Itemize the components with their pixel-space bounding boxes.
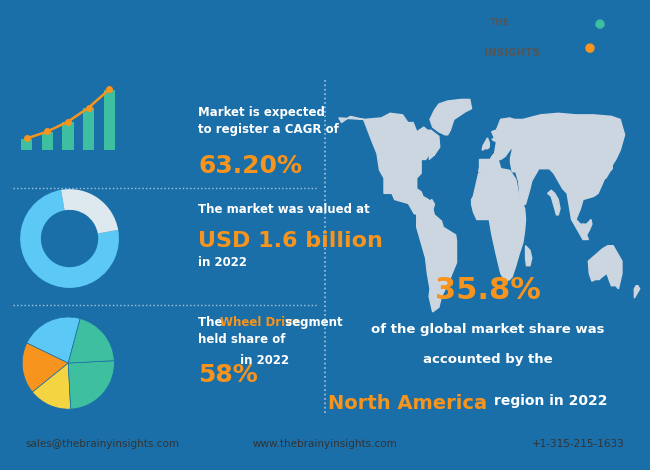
Bar xyxy=(83,109,94,150)
Polygon shape xyxy=(510,113,625,219)
Polygon shape xyxy=(634,286,640,298)
Circle shape xyxy=(577,23,587,33)
Polygon shape xyxy=(548,190,560,215)
Bar xyxy=(0,0,650,8)
Circle shape xyxy=(582,14,590,22)
Bar xyxy=(42,132,53,150)
Text: www.thebrainyinsights.com: www.thebrainyinsights.com xyxy=(253,439,397,449)
Circle shape xyxy=(586,44,594,52)
Polygon shape xyxy=(603,161,612,180)
Circle shape xyxy=(558,39,566,47)
Text: HUMANOID ROBOT MARKET: HUMANOID ROBOT MARKET xyxy=(22,24,454,52)
Polygon shape xyxy=(583,219,592,235)
Circle shape xyxy=(564,30,580,46)
Circle shape xyxy=(563,11,577,25)
Polygon shape xyxy=(406,201,421,215)
Text: The market was valued at: The market was valued at xyxy=(198,203,370,216)
Wedge shape xyxy=(68,360,114,409)
Circle shape xyxy=(556,50,564,58)
Text: THE: THE xyxy=(490,18,510,27)
Wedge shape xyxy=(27,317,80,363)
Text: +1-315-215-1633: +1-315-215-1633 xyxy=(532,439,625,449)
Circle shape xyxy=(605,15,611,21)
Polygon shape xyxy=(339,113,439,215)
Wedge shape xyxy=(32,363,71,409)
Text: accounted by the: accounted by the xyxy=(422,353,552,366)
Text: Wheel Drive: Wheel Drive xyxy=(220,316,300,329)
Circle shape xyxy=(541,20,549,28)
Polygon shape xyxy=(526,246,532,266)
Circle shape xyxy=(572,50,580,58)
Text: 63.20%: 63.20% xyxy=(198,154,302,178)
Circle shape xyxy=(542,37,548,43)
Polygon shape xyxy=(571,219,588,240)
Bar xyxy=(21,139,32,150)
Circle shape xyxy=(590,31,600,41)
Polygon shape xyxy=(492,119,505,141)
Circle shape xyxy=(609,27,615,33)
Polygon shape xyxy=(417,209,456,312)
Circle shape xyxy=(553,23,563,33)
Wedge shape xyxy=(68,319,114,363)
Text: The: The xyxy=(198,316,227,329)
Bar xyxy=(103,90,115,150)
Polygon shape xyxy=(478,118,514,172)
Wedge shape xyxy=(22,343,68,392)
Text: sales@thebrainyinsights.com: sales@thebrainyinsights.com xyxy=(25,439,179,449)
Circle shape xyxy=(599,36,607,44)
Text: to register a CAGR of: to register a CAGR of xyxy=(198,123,339,135)
Circle shape xyxy=(596,20,604,28)
Text: North America: North America xyxy=(328,393,488,413)
Text: BRAINY: BRAINY xyxy=(484,30,554,48)
Text: 35.8%: 35.8% xyxy=(435,276,540,306)
Bar xyxy=(62,122,73,150)
Circle shape xyxy=(548,28,556,36)
Text: INSIGHTS: INSIGHTS xyxy=(484,48,540,58)
Polygon shape xyxy=(482,138,489,150)
Wedge shape xyxy=(61,189,118,234)
Text: of the global market share was: of the global market share was xyxy=(370,323,604,336)
Text: in 2022: in 2022 xyxy=(236,353,289,367)
Polygon shape xyxy=(430,100,472,135)
Text: USD 1.6 billion: USD 1.6 billion xyxy=(198,231,383,251)
Polygon shape xyxy=(588,246,622,289)
Text: segment: segment xyxy=(281,316,343,329)
Text: region in 2022: region in 2022 xyxy=(494,393,607,407)
Wedge shape xyxy=(20,190,119,288)
Polygon shape xyxy=(472,169,526,281)
Text: held share of: held share of xyxy=(198,333,285,345)
Text: 58%: 58% xyxy=(198,363,258,387)
Text: in 2022: in 2022 xyxy=(198,256,247,268)
Text: Market is expected: Market is expected xyxy=(198,105,325,118)
